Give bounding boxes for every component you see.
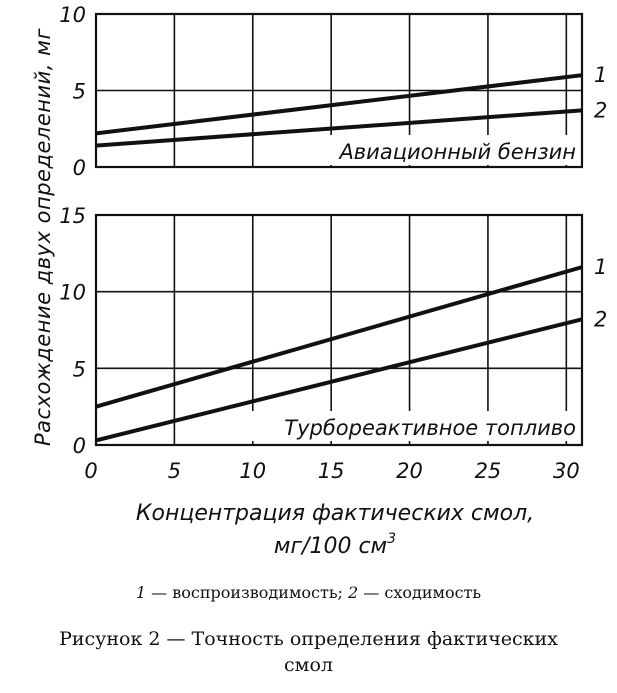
y-tick-label: 0: [73, 156, 86, 180]
y-axis-label: Расхождение двух определений, мг: [31, 28, 55, 446]
x-axis-label-line2: мг/100 см3: [274, 531, 396, 559]
series-line-1: [95, 73, 583, 136]
x-axis-label-line1: Концентрация фактических смол,: [136, 501, 534, 526]
legend-series-2-text: — сходимость: [358, 583, 482, 602]
series-label-2: 2: [594, 307, 607, 331]
y-tick-label: 0: [73, 434, 86, 458]
x-tick-label: 10: [239, 459, 266, 483]
legend-series-2-number: 2: [348, 583, 359, 602]
series-label-1: 1: [594, 255, 607, 279]
panel-label: Авиационный бензин: [337, 140, 576, 164]
series-label-2: 2: [594, 98, 607, 122]
legend-series-1-number: 1: [135, 583, 147, 602]
x-tick-label: 5: [168, 459, 181, 483]
panel-label: Турбореактивное топливо: [284, 416, 576, 440]
panel-label-background: [310, 135, 580, 165]
x-tick-label: 30: [553, 459, 580, 483]
x-axis-unit: мг/100 см: [274, 534, 387, 559]
legend: 1 — воспроизводимость; 2 — сходимость: [0, 583, 617, 602]
y-tick-label: 5: [73, 80, 86, 104]
caption-line1: Рисунок 2 — Точность определения фактиче…: [59, 628, 558, 650]
legend-series-1-text: — воспроизводимость;: [146, 583, 349, 602]
series-label-1: 1: [594, 63, 607, 87]
y-tick-label: 10: [59, 3, 86, 27]
x-tick-label: 15: [318, 459, 345, 483]
figure-caption: Рисунок 2 — Точность определения фактиче…: [0, 626, 617, 678]
series-line-2: [95, 108, 583, 148]
x-tick-label: 25: [475, 459, 502, 483]
y-tick-label: 5: [73, 357, 86, 381]
plot-frame: [94, 12, 584, 169]
y-tick-label: 15: [59, 204, 86, 228]
x-tick-label: 0: [84, 459, 97, 483]
panel-label-background: [240, 411, 580, 441]
panel-aviation-gasoline: 1 2 0 5 10 Авиационный бензин: [59, 3, 607, 180]
plot-frame: [94, 213, 584, 447]
y-tick-label: 10: [59, 281, 86, 305]
caption-line2: смол: [284, 654, 333, 676]
x-tick-label: 20: [396, 459, 423, 483]
series-line-2: [95, 317, 583, 443]
series-line-1: [95, 265, 583, 409]
x-axis-unit-superscript: 3: [387, 531, 396, 547]
